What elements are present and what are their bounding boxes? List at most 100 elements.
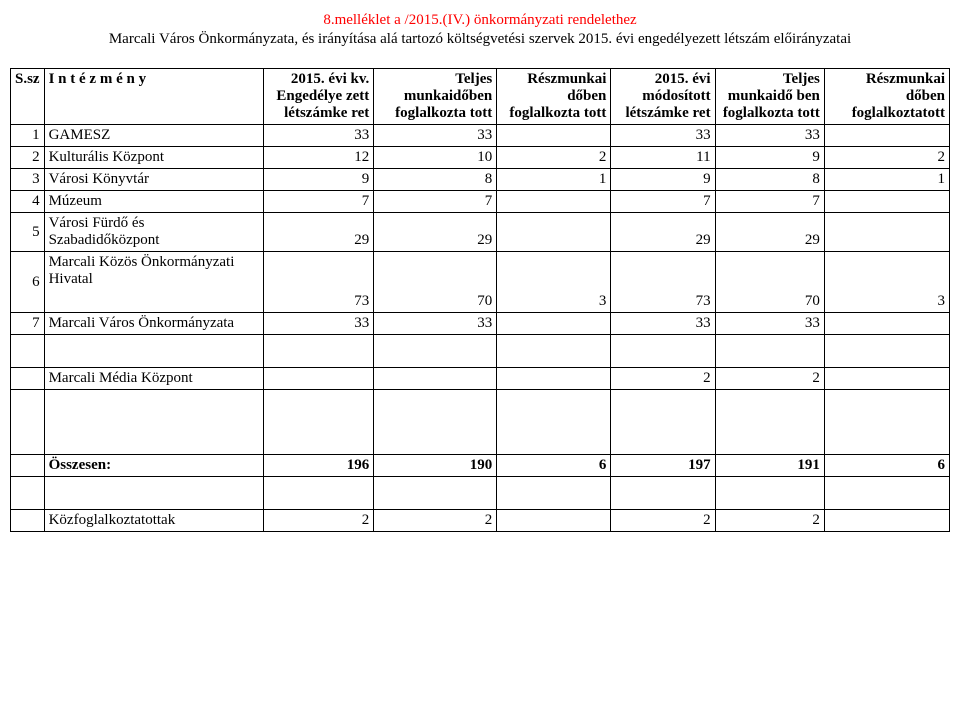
col-4: 2015. évi módosított létszámke ret: [611, 69, 715, 125]
total-row: Összesen: 196 190 6 197 191 6: [11, 455, 950, 477]
row-val: 2: [497, 147, 611, 169]
main-table: S.sz I n t é z m é n y 2015. évi kv. Eng…: [10, 68, 950, 532]
row-val: 33: [263, 125, 374, 147]
table-header-row: S.sz I n t é z m é n y 2015. évi kv. Eng…: [11, 69, 950, 125]
row-val: 29: [374, 213, 497, 252]
row-num: 5: [11, 213, 45, 252]
row-label: GAMESZ: [44, 125, 263, 147]
row-val: 2: [715, 510, 824, 532]
row-val: 7: [611, 191, 715, 213]
row-val: 196: [263, 455, 374, 477]
row-val: 29: [611, 213, 715, 252]
row-label: Marcali Város Önkormányzata: [44, 313, 263, 335]
row-num: 3: [11, 169, 45, 191]
table-row: 4 Múzeum 7 7 7 7: [11, 191, 950, 213]
row-val: 12: [263, 147, 374, 169]
row-val: [824, 313, 949, 335]
row-val: 7: [263, 191, 374, 213]
row-val: [497, 191, 611, 213]
row-num: 4: [11, 191, 45, 213]
row-val: 6: [824, 455, 949, 477]
row-val: 2: [611, 510, 715, 532]
row-val: [263, 368, 374, 390]
row-val: [824, 510, 949, 532]
col-ssz: S.sz: [11, 69, 45, 125]
col-intezmeny: I n t é z m é n y: [44, 69, 263, 125]
kozfog-label: Közfoglalkoztatottak: [44, 510, 263, 532]
row-val: 33: [715, 313, 824, 335]
row-label: Kulturális Központ: [44, 147, 263, 169]
table-row: 7 Marcali Város Önkormányzata 33 33 33 3…: [11, 313, 950, 335]
col-5: Teljes munkaidő ben foglalkozta tott: [715, 69, 824, 125]
row-val: 197: [611, 455, 715, 477]
row-val: 6: [497, 455, 611, 477]
row-label: Városi Könyvtár: [44, 169, 263, 191]
row-val: 73: [611, 252, 715, 313]
row-val: [497, 510, 611, 532]
row-val: 1: [497, 169, 611, 191]
kozfog-row: Közfoglalkoztatottak 2 2 2 2: [11, 510, 950, 532]
media-row: Marcali Média Központ 2 2: [11, 368, 950, 390]
row-val: 9: [263, 169, 374, 191]
row-val: 2: [824, 147, 949, 169]
table-row: 1 GAMESZ 33 33 33 33: [11, 125, 950, 147]
row-num: 1: [11, 125, 45, 147]
row-num: 6: [11, 252, 45, 313]
row-val: 10: [374, 147, 497, 169]
row-val: [824, 368, 949, 390]
col-6: Részmunkai dőben foglalkoztatott: [824, 69, 949, 125]
header-title: 8.melléklet a /2015.(IV.) önkormányzati …: [10, 12, 950, 29]
row-val: 11: [611, 147, 715, 169]
col-1: 2015. évi kv. Engedélye zett létszámke r…: [263, 69, 374, 125]
row-val: 33: [611, 313, 715, 335]
row-val: 8: [374, 169, 497, 191]
row-val: 2: [611, 368, 715, 390]
row-val: 29: [715, 213, 824, 252]
row-val: 33: [263, 313, 374, 335]
row-val: [497, 125, 611, 147]
row-label: Városi Fürdő és Szabadidőközpont: [44, 213, 263, 252]
row-val: [824, 191, 949, 213]
row-label: Múzeum: [44, 191, 263, 213]
row-val: 190: [374, 455, 497, 477]
row-val: 33: [374, 313, 497, 335]
row-val: 73: [263, 252, 374, 313]
row-val: 33: [611, 125, 715, 147]
row-val: 7: [715, 191, 824, 213]
row-val: 3: [824, 252, 949, 313]
spacer-row: [11, 390, 950, 423]
row-val: [497, 213, 611, 252]
row-val: [824, 125, 949, 147]
spacer-row: [11, 477, 950, 510]
row-val: 29: [263, 213, 374, 252]
row-num: 7: [11, 313, 45, 335]
row-val: [374, 368, 497, 390]
row-num: 2: [11, 147, 45, 169]
media-label: Marcali Média Központ: [44, 368, 263, 390]
table-row: 6 Marcali Közös Önkormányzati Hivatal 73…: [11, 252, 950, 313]
table-row: 2 Kulturális Központ 12 10 2 11 9 2: [11, 147, 950, 169]
row-val: 70: [374, 252, 497, 313]
row-val: [497, 313, 611, 335]
col-3: Részmunkai dőben foglalkozta tott: [497, 69, 611, 125]
row-val: 9: [715, 147, 824, 169]
row-val: 3: [497, 252, 611, 313]
row-val: 1: [824, 169, 949, 191]
row-label: Marcali Közös Önkormányzati Hivatal: [44, 252, 263, 313]
row-val: 9: [611, 169, 715, 191]
row-val: [497, 368, 611, 390]
row-val: 70: [715, 252, 824, 313]
col-2: Teljes munkaidőben foglalkozta tott: [374, 69, 497, 125]
row-val: [824, 213, 949, 252]
total-label: Összesen:: [44, 455, 263, 477]
row-val: 33: [715, 125, 824, 147]
row-val: 2: [263, 510, 374, 532]
table-row: 3 Városi Könyvtár 9 8 1 9 8 1: [11, 169, 950, 191]
row-val: 2: [374, 510, 497, 532]
table-row: 5 Városi Fürdő és Szabadidőközpont 29 29…: [11, 213, 950, 252]
row-val: 2: [715, 368, 824, 390]
spacer-row: [11, 335, 950, 368]
row-val: 7: [374, 191, 497, 213]
row-val: 191: [715, 455, 824, 477]
row-val: 8: [715, 169, 824, 191]
